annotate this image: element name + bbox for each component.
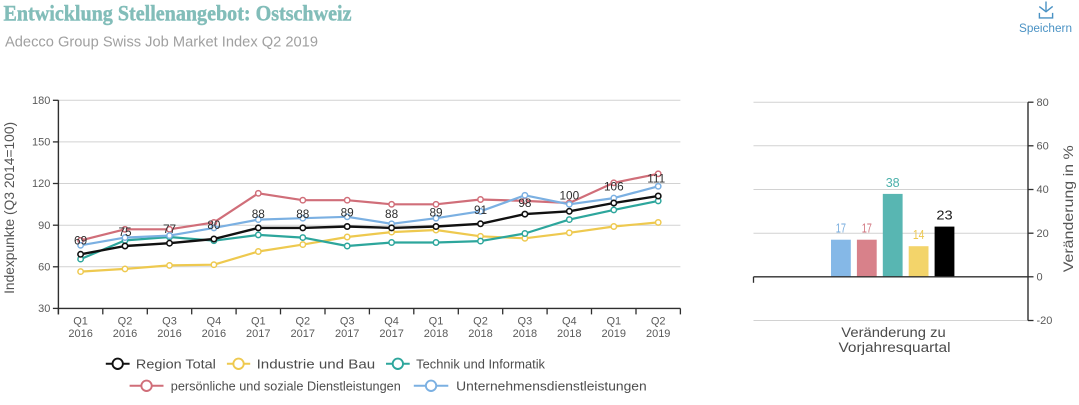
svg-text:17: 17	[836, 221, 846, 236]
svg-text:88: 88	[252, 207, 266, 221]
svg-text:Q4: Q4	[384, 316, 399, 328]
svg-text:Q1: Q1	[251, 316, 266, 328]
svg-text:Q2: Q2	[295, 316, 310, 328]
svg-text:2018: 2018	[557, 328, 581, 340]
svg-text:120: 120	[32, 178, 50, 190]
svg-text:90: 90	[38, 220, 50, 232]
svg-text:Veränderung in %: Veränderung in %	[1061, 145, 1076, 272]
svg-text:2017: 2017	[246, 328, 270, 340]
svg-text:Q3: Q3	[518, 316, 533, 328]
svg-text:Q4: Q4	[562, 316, 577, 328]
svg-text:89: 89	[429, 206, 442, 220]
svg-text:2016: 2016	[68, 328, 92, 340]
svg-text:Q2: Q2	[118, 316, 133, 328]
svg-text:Q1: Q1	[429, 316, 444, 328]
svg-text:91: 91	[474, 203, 487, 217]
svg-text:2016: 2016	[113, 328, 137, 340]
svg-text:Q2: Q2	[651, 316, 666, 328]
svg-text:Unternehmensdienstleistungen: Unternehmensdienstleistungen	[456, 378, 647, 393]
svg-text:2016: 2016	[202, 328, 226, 340]
svg-text:80: 80	[207, 218, 221, 232]
svg-text:2019: 2019	[646, 328, 670, 340]
svg-text:-20: -20	[1037, 315, 1053, 327]
svg-text:38: 38	[886, 175, 900, 190]
svg-text:Veränderung zu: Veränderung zu	[841, 325, 945, 340]
svg-text:180: 180	[32, 95, 50, 107]
svg-text:Entwicklung Stellenangebot: Os: Entwicklung Stellenangebot: Ostschweiz	[4, 1, 352, 26]
svg-text:20: 20	[1037, 228, 1049, 240]
svg-text:Q1: Q1	[73, 316, 88, 328]
svg-text:89: 89	[341, 206, 354, 220]
svg-text:60: 60	[38, 261, 50, 273]
svg-text:Vorjahresquartal: Vorjahresquartal	[839, 340, 951, 355]
svg-text:Q4: Q4	[207, 316, 222, 328]
svg-text:2018: 2018	[468, 328, 492, 340]
svg-text:23: 23	[936, 208, 952, 223]
svg-text:40: 40	[1037, 184, 1049, 196]
svg-text:80: 80	[1037, 97, 1049, 109]
svg-text:2017: 2017	[335, 328, 359, 340]
svg-text:2016: 2016	[157, 328, 181, 340]
svg-text:111: 111	[647, 172, 665, 186]
svg-text:2019: 2019	[602, 328, 626, 340]
svg-text:150: 150	[32, 137, 50, 149]
svg-text:106: 106	[604, 180, 624, 194]
svg-text:14: 14	[913, 227, 925, 242]
svg-text:69: 69	[74, 234, 87, 248]
svg-text:75: 75	[118, 225, 132, 239]
svg-text:Speichern: Speichern	[1019, 23, 1072, 35]
svg-text:17: 17	[862, 221, 872, 236]
svg-text:98: 98	[518, 196, 532, 210]
svg-text:Q1: Q1	[606, 316, 621, 328]
svg-text:0: 0	[1037, 271, 1043, 283]
svg-text:Region Total: Region Total	[136, 356, 216, 371]
svg-text:Q2: Q2	[473, 316, 488, 328]
svg-text:77: 77	[163, 222, 176, 236]
svg-text:2018: 2018	[513, 328, 537, 340]
svg-text:Q3: Q3	[162, 316, 177, 328]
svg-text:2018: 2018	[424, 328, 448, 340]
svg-text:100: 100	[559, 188, 579, 202]
svg-text:60: 60	[1037, 140, 1049, 152]
svg-text:30: 30	[38, 303, 50, 315]
svg-text:88: 88	[296, 207, 310, 221]
svg-text:Technik und Informatik: Technik und Informatik	[416, 356, 545, 371]
svg-text:Q3: Q3	[340, 316, 355, 328]
svg-text:2017: 2017	[379, 328, 403, 340]
svg-text:Adecco Group Swiss Job Market: Adecco Group Swiss Job Market Index Q2 2…	[5, 35, 318, 51]
svg-text:88: 88	[385, 207, 399, 221]
svg-text:Indexpunkte (Q3 2014=100): Indexpunkte (Q3 2014=100)	[2, 122, 17, 294]
svg-text:2017: 2017	[291, 328, 315, 340]
svg-text:persönliche und soziale Dienst: persönliche und soziale Dienstleistungen	[171, 378, 401, 393]
svg-text:Industrie und Bau: Industrie und Bau	[257, 356, 376, 371]
